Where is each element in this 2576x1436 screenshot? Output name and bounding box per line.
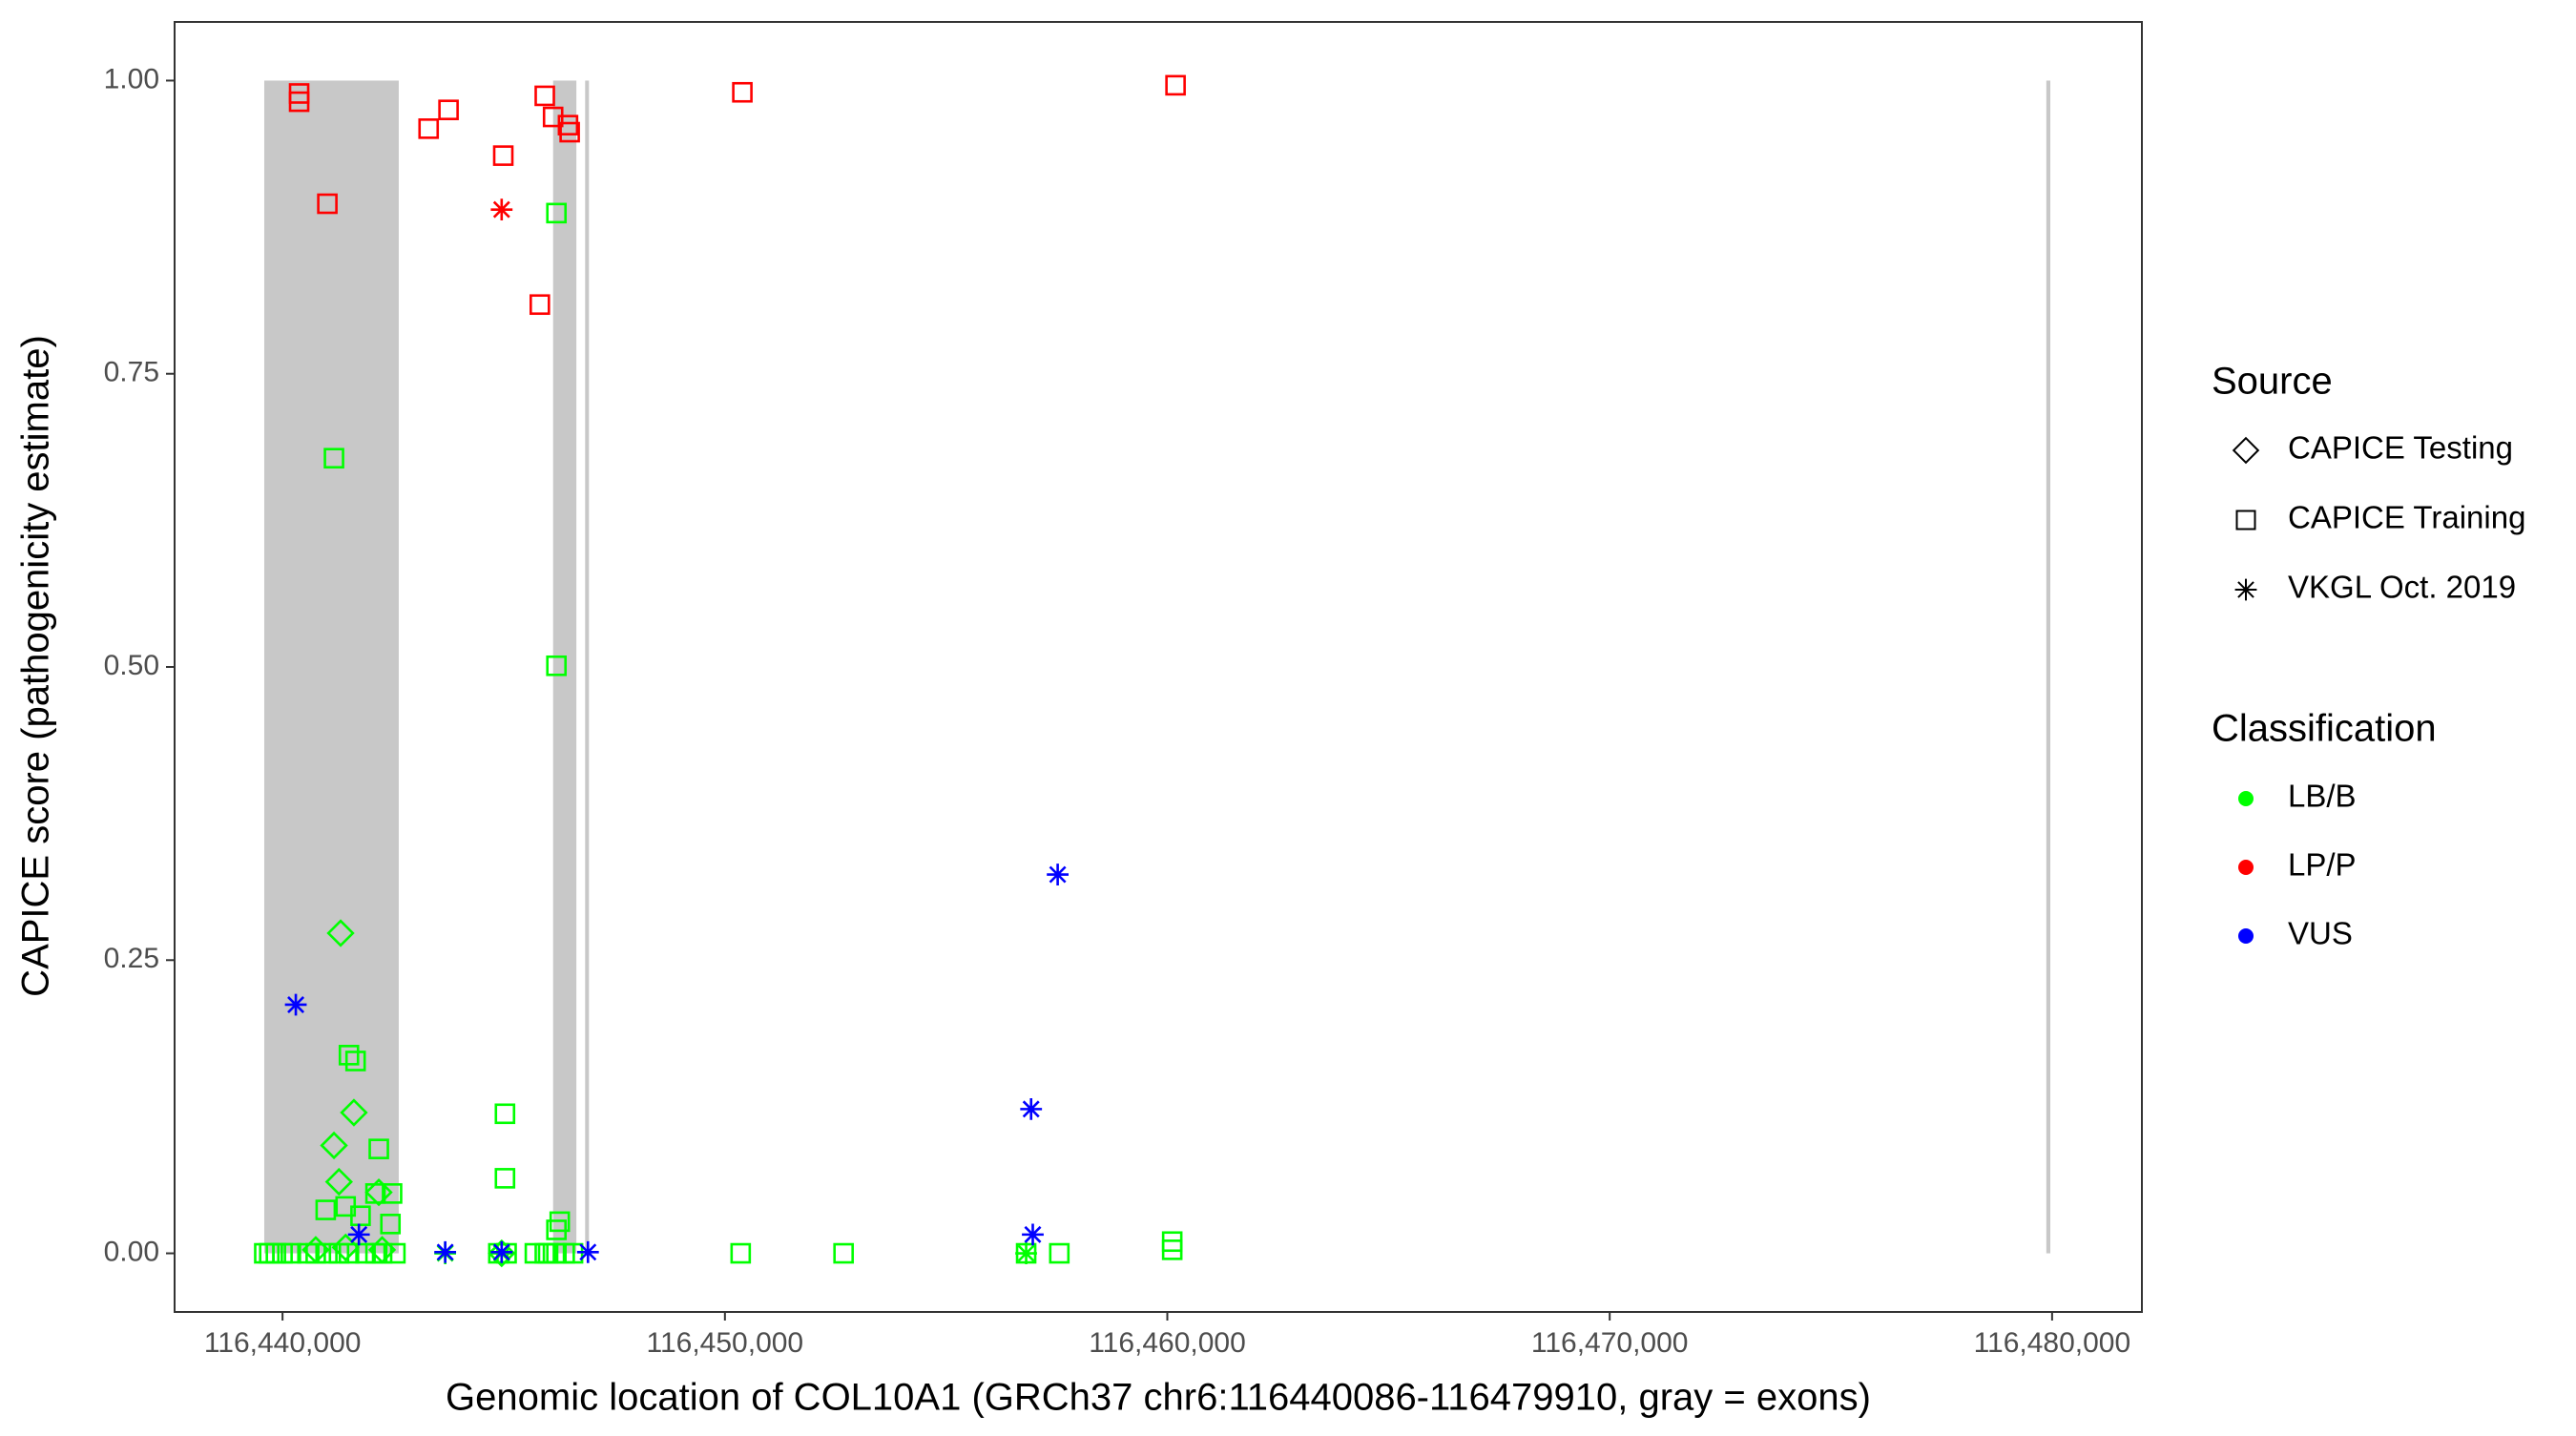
- point: [280, 1242, 301, 1264]
- plot-border: [174, 21, 2143, 1313]
- y-tick-label: 0.25: [104, 943, 159, 974]
- point: [315, 1199, 337, 1220]
- point: [434, 1240, 457, 1263]
- x-tick-label: 116,450,000: [647, 1327, 804, 1359]
- point: [340, 1098, 368, 1127]
- exon: [263, 80, 399, 1254]
- point: [418, 118, 440, 139]
- point: [546, 202, 568, 224]
- legend-label: VKGL Oct. 2019: [2288, 570, 2516, 605]
- point: [380, 1214, 402, 1235]
- legend-title: Source: [2212, 361, 2333, 403]
- point: [546, 1219, 568, 1240]
- legend-label: VUS: [2288, 916, 2353, 951]
- point: [338, 1045, 360, 1066]
- y-tick-label: 0.75: [104, 357, 159, 388]
- x-tick-label: 116,440,000: [204, 1327, 362, 1359]
- legend-symbol: [2238, 860, 2254, 875]
- legend-symbol: [2238, 791, 2254, 806]
- y-tick-label: 0.00: [104, 1236, 159, 1267]
- point: [438, 99, 459, 120]
- exon: [585, 80, 590, 1254]
- legend-symbol: [2238, 928, 2254, 944]
- point: [317, 1242, 338, 1264]
- point: [1020, 1097, 1043, 1120]
- legend-symbol: [2234, 578, 2257, 601]
- point: [546, 655, 568, 676]
- point: [284, 993, 307, 1016]
- point: [557, 114, 579, 135]
- point: [534, 85, 555, 107]
- point: [317, 193, 338, 215]
- point: [1165, 74, 1186, 96]
- point: [1022, 1223, 1044, 1246]
- point: [331, 1233, 360, 1262]
- point: [1049, 1242, 1070, 1264]
- point: [530, 294, 551, 316]
- legend-symbol: [2232, 436, 2260, 465]
- point: [1161, 1239, 1183, 1260]
- legend-symbol: [2235, 510, 2256, 531]
- point: [1047, 864, 1069, 885]
- point: [576, 1240, 599, 1263]
- legend-title: Classification: [2212, 708, 2437, 750]
- point: [559, 121, 580, 143]
- point: [494, 1168, 516, 1189]
- point: [492, 145, 514, 166]
- point: [490, 198, 513, 221]
- x-tick-label: 116,480,000: [1974, 1327, 2131, 1359]
- point: [324, 1167, 353, 1197]
- point: [320, 1131, 348, 1160]
- point: [326, 919, 355, 947]
- point: [730, 1242, 752, 1264]
- point: [323, 447, 344, 469]
- x-tick-label: 116,460,000: [1089, 1327, 1246, 1359]
- y-axis-title: CAPICE score (pathogenicity estimate): [15, 335, 57, 997]
- x-axis-title: Genomic location of COL10A1 (GRCh37 chr6…: [446, 1377, 1871, 1419]
- point: [367, 1236, 397, 1264]
- point: [344, 1051, 366, 1072]
- point: [382, 1183, 403, 1204]
- point: [288, 91, 310, 113]
- point: [350, 1205, 371, 1227]
- point: [494, 1103, 516, 1125]
- legend-label: CAPICE Training: [2288, 500, 2525, 535]
- point: [364, 1177, 393, 1207]
- point: [301, 1236, 330, 1264]
- point: [347, 1223, 370, 1246]
- legend-label: LB/B: [2288, 779, 2357, 814]
- exon: [2046, 80, 2051, 1254]
- x-tick-label: 116,470,000: [1531, 1327, 1689, 1359]
- point: [384, 1242, 406, 1264]
- legend-label: LP/P: [2288, 847, 2357, 883]
- point: [833, 1242, 854, 1264]
- point: [488, 1238, 516, 1268]
- point: [732, 81, 753, 103]
- y-tick-label: 1.00: [104, 63, 159, 94]
- legend-label: CAPICE Testing: [2288, 430, 2513, 466]
- point: [1015, 1242, 1037, 1264]
- y-tick-label: 0.50: [104, 650, 159, 681]
- point: [368, 1138, 389, 1159]
- point: [490, 1240, 513, 1263]
